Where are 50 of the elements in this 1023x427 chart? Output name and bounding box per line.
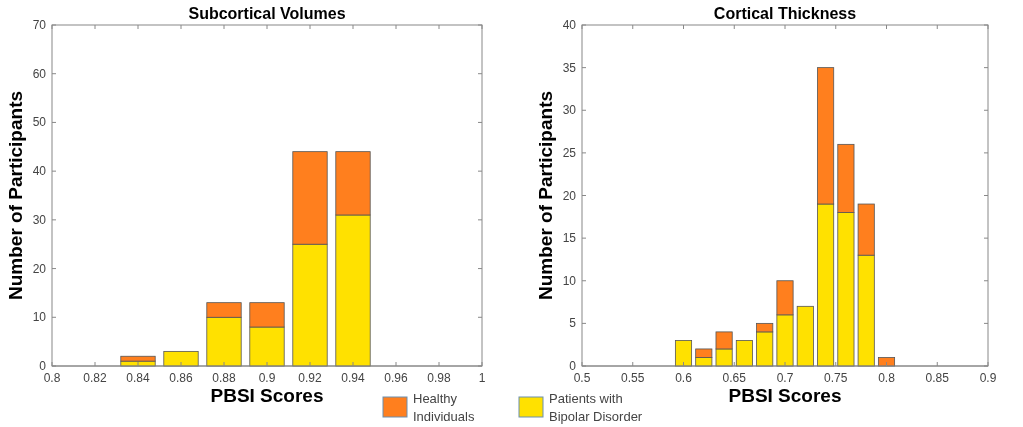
y-tick-label: 70 — [32, 18, 47, 32]
x-tick-label: 0.65 — [722, 371, 747, 385]
x-tick-label: 0.55 — [621, 371, 645, 385]
x-axis-title: PBSI Scores — [210, 385, 324, 406]
y-axis-title: Number of Participants — [5, 90, 26, 301]
x-tick-label: 1 — [478, 371, 486, 385]
bar — [163, 350, 199, 367]
x-tick-label: 0.9 — [258, 371, 276, 385]
y-tick-label: 20 — [562, 188, 577, 203]
legend-label: Healthy Individuals — [413, 391, 475, 424]
x-tick-label: 0.84 — [126, 371, 150, 385]
bar — [796, 305, 814, 367]
y-tick-label: 60 — [32, 66, 47, 81]
legend-label: Patients with Bipolar Disorder — [549, 391, 643, 424]
bar — [735, 340, 753, 367]
x-tick-label: 0.8 — [43, 371, 61, 385]
y-tick-label: 0 — [39, 359, 47, 373]
x-tick-label: 0.86 — [169, 371, 193, 385]
y-tick-label: 40 — [562, 18, 577, 32]
y-tick-label: 0 — [569, 359, 577, 373]
bar — [674, 340, 693, 367]
x-tick-label: 0.8 — [878, 371, 896, 385]
x-axis-title: PBSI Scores — [728, 385, 842, 406]
y-tick-label: 10 — [32, 310, 47, 325]
x-tick-label: 0.82 — [83, 371, 107, 385]
x-tick-label: 0.94 — [341, 371, 365, 385]
y-axis-title: Number of Participants — [535, 90, 556, 301]
x-tick-label: 0.85 — [925, 371, 950, 385]
y-tick-label: 50 — [32, 115, 47, 130]
y-tick-label: 20 — [32, 261, 47, 276]
x-tick-label: 0.98 — [427, 371, 451, 385]
y-tick-label: 15 — [562, 231, 577, 246]
x-tick-label: 0.96 — [384, 371, 408, 385]
y-tick-label: 25 — [562, 145, 577, 160]
x-tick-label: 0.6 — [675, 371, 693, 385]
x-tick-label: 0.92 — [298, 371, 322, 385]
chart-title: Cortical Thickness — [713, 5, 857, 22]
y-tick-label: 30 — [32, 212, 47, 227]
y-tick-label: 10 — [562, 273, 577, 288]
x-tick-label: 0.7 — [776, 371, 794, 385]
y-tick-label: 35 — [562, 60, 577, 75]
x-tick-label: 0.75 — [824, 371, 848, 385]
x-tick-label: 0.5 — [573, 371, 591, 385]
x-tick-label: 0.88 — [212, 371, 236, 385]
y-tick-label: 5 — [569, 316, 577, 331]
chart-title: Subcortical Volumes — [188, 5, 346, 22]
y-tick-label: 40 — [32, 164, 47, 179]
y-tick-label: 30 — [562, 103, 577, 118]
x-tick-label: 0.9 — [979, 371, 997, 385]
bar — [120, 355, 156, 362]
